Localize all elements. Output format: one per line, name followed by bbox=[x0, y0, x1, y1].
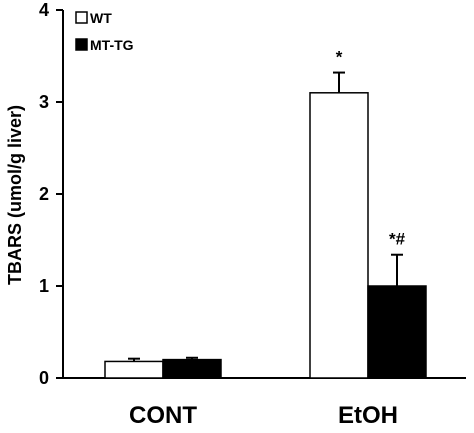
y-tick-label-3: 3 bbox=[39, 92, 49, 112]
significance-marker-1: *# bbox=[389, 230, 406, 249]
bars bbox=[104, 92, 427, 379]
bar-wt-etoh bbox=[309, 92, 369, 379]
category-label-cont: CONT bbox=[129, 402, 197, 429]
y-tick-label-4: 4 bbox=[39, 0, 49, 20]
legend-swatch-mt-tg bbox=[75, 38, 88, 51]
bar-wt-cont bbox=[104, 360, 164, 379]
legend-label-mt-tg: MT-TG bbox=[90, 37, 134, 53]
category-label-etoh: EtOH bbox=[338, 402, 398, 429]
y-tick-label-2: 2 bbox=[39, 184, 49, 204]
significance-marker-0: * bbox=[336, 48, 343, 67]
legend: WT MT-TG bbox=[75, 10, 134, 53]
error-bars bbox=[128, 71, 403, 362]
legend-swatch-wt bbox=[75, 11, 88, 24]
y-tick-label-1: 1 bbox=[39, 276, 49, 296]
significance-markers: * *# bbox=[336, 48, 406, 249]
legend-label-wt: WT bbox=[90, 10, 112, 26]
bar-mt-tg-etoh bbox=[367, 285, 427, 379]
bar-mt-tg-cont bbox=[162, 358, 222, 379]
y-tick-label-0: 0 bbox=[39, 368, 49, 388]
y-ticks: 0 1 2 3 4 bbox=[39, 0, 63, 388]
y-axis-label: TBARS (umol/g liver) bbox=[5, 105, 25, 285]
